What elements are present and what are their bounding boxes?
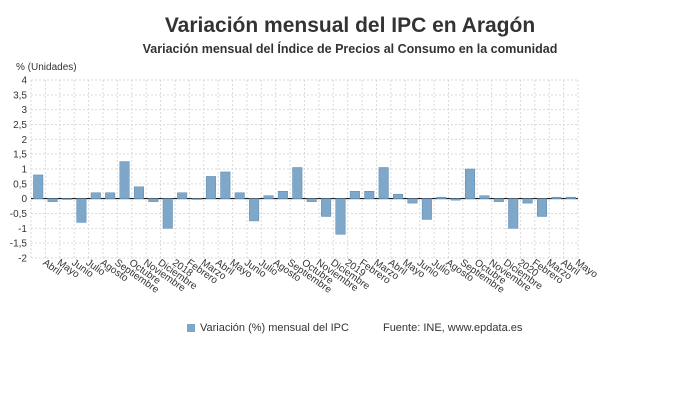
bar <box>508 198 519 229</box>
legend-series-label: Variación (%) mensual del IPC <box>200 322 349 334</box>
y-tick-label: 3 <box>21 105 27 116</box>
bar <box>47 198 58 202</box>
bar <box>33 174 44 199</box>
y-tick-label: -0,5 <box>10 209 28 220</box>
x-tick-label: Mayo <box>573 257 600 280</box>
bar <box>465 168 476 199</box>
y-tick-label: -1 <box>18 224 27 235</box>
bar <box>364 191 375 199</box>
bar <box>61 198 72 200</box>
y-tick-label: 3,5 <box>13 90 27 101</box>
bar <box>321 198 332 217</box>
bar <box>105 192 116 199</box>
bar <box>537 198 548 217</box>
chart-subtitle: Variación mensual del Índice de Precios … <box>142 42 558 56</box>
bar <box>378 167 389 199</box>
y-tick-label: 1 <box>21 165 27 176</box>
bar <box>90 192 101 199</box>
bar <box>205 176 216 199</box>
bar <box>162 198 173 229</box>
bar <box>133 186 144 199</box>
bar <box>234 192 245 199</box>
y-tick-label: 0,5 <box>13 179 27 190</box>
bar <box>421 198 432 220</box>
y-tick-label: 4 <box>21 76 27 87</box>
y-tick-label: 0 <box>21 194 27 205</box>
bar <box>292 167 303 199</box>
bar <box>277 191 288 199</box>
chart-title: Variación mensual del IPC en Aragón <box>164 14 536 37</box>
bar <box>565 196 576 199</box>
bar <box>335 198 346 235</box>
bar <box>493 198 504 202</box>
legend: Variación (%) mensual del IPC Fuente: IN… <box>187 322 522 334</box>
bar <box>220 171 231 199</box>
y-tick-label: -1,5 <box>10 239 28 250</box>
bar <box>522 198 533 204</box>
y-tick-label: 2 <box>21 135 27 146</box>
bar <box>306 198 317 202</box>
source-note: Fuente: INE, www.epdata.es <box>382 322 523 334</box>
y-tick-label: -2 <box>18 254 27 265</box>
legend-swatch <box>187 324 195 332</box>
bar <box>393 193 404 199</box>
bar <box>148 198 159 202</box>
bar <box>177 192 188 199</box>
bar <box>450 198 461 201</box>
bar <box>76 198 87 223</box>
bar <box>249 198 260 222</box>
bar <box>551 196 562 199</box>
bar <box>191 198 202 200</box>
bar <box>119 161 130 199</box>
bar <box>349 191 360 199</box>
bar <box>479 195 490 199</box>
bar <box>407 198 418 204</box>
bar <box>263 195 274 199</box>
y-tick-label: 1,5 <box>13 150 27 161</box>
y-axis-label: % (Unidades) <box>16 62 77 73</box>
y-tick-label: 2,5 <box>13 120 27 131</box>
bar <box>436 196 447 199</box>
